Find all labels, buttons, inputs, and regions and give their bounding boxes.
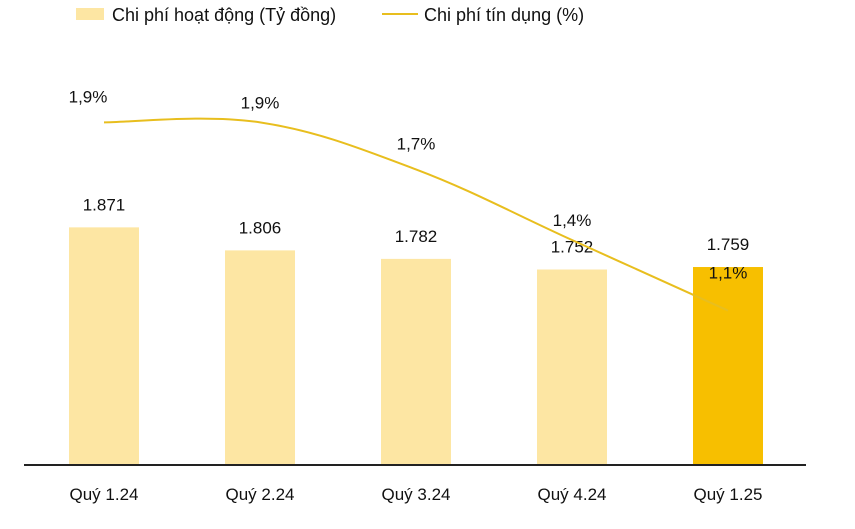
line-value-label: 1,9% (241, 93, 280, 112)
bar-series (69, 227, 763, 465)
x-tick-label: Quý 4.24 (538, 485, 607, 504)
bar-2 (225, 250, 295, 465)
bar-value-label: 1.806 (239, 218, 282, 237)
x-tick-label: Quý 1.24 (70, 485, 139, 504)
bar-value-label: 1.871 (83, 195, 126, 214)
legend-label-operating-cost: Chi phí hoạt động (Tỷ đồng) (112, 5, 336, 25)
bar-1 (69, 227, 139, 465)
bar-value-label: 1.759 (707, 235, 750, 254)
line-value-label: 1,7% (397, 134, 436, 153)
bar-5 (693, 267, 763, 465)
line-value-label: 1,9% (69, 87, 108, 106)
bar-value-label: 1.782 (395, 227, 438, 246)
legend-label-credit-cost: Chi phí tín dụng (%) (424, 5, 584, 25)
x-tick-label: Quý 1.25 (694, 485, 763, 504)
x-tick-labels: Quý 1.24 Quý 2.24 Quý 3.24 Quý 4.24 Quý 1.25 (70, 485, 763, 504)
legend-swatch-operating-cost (76, 8, 104, 20)
x-tick-label: Quý 3.24 (382, 485, 451, 504)
line-value-label: 1,1% (709, 264, 748, 283)
line-value-labels: 1,9% 1,9% 1,7% 1,4% 1,1% (69, 87, 748, 282)
bar-value-label: 1.752 (551, 238, 594, 257)
bar-value-labels: 1.871 1.806 1.782 1.752 1.759 (83, 195, 750, 256)
x-tick-label: Quý 2.24 (226, 485, 295, 504)
credit-cost-line (103, 117, 729, 312)
bar-4 (537, 269, 607, 465)
legend: Chi phí hoạt động (Tỷ đồng) Chi phí tín … (76, 5, 584, 25)
line-value-label: 1,4% (553, 211, 592, 230)
bar-3 (381, 258, 451, 465)
